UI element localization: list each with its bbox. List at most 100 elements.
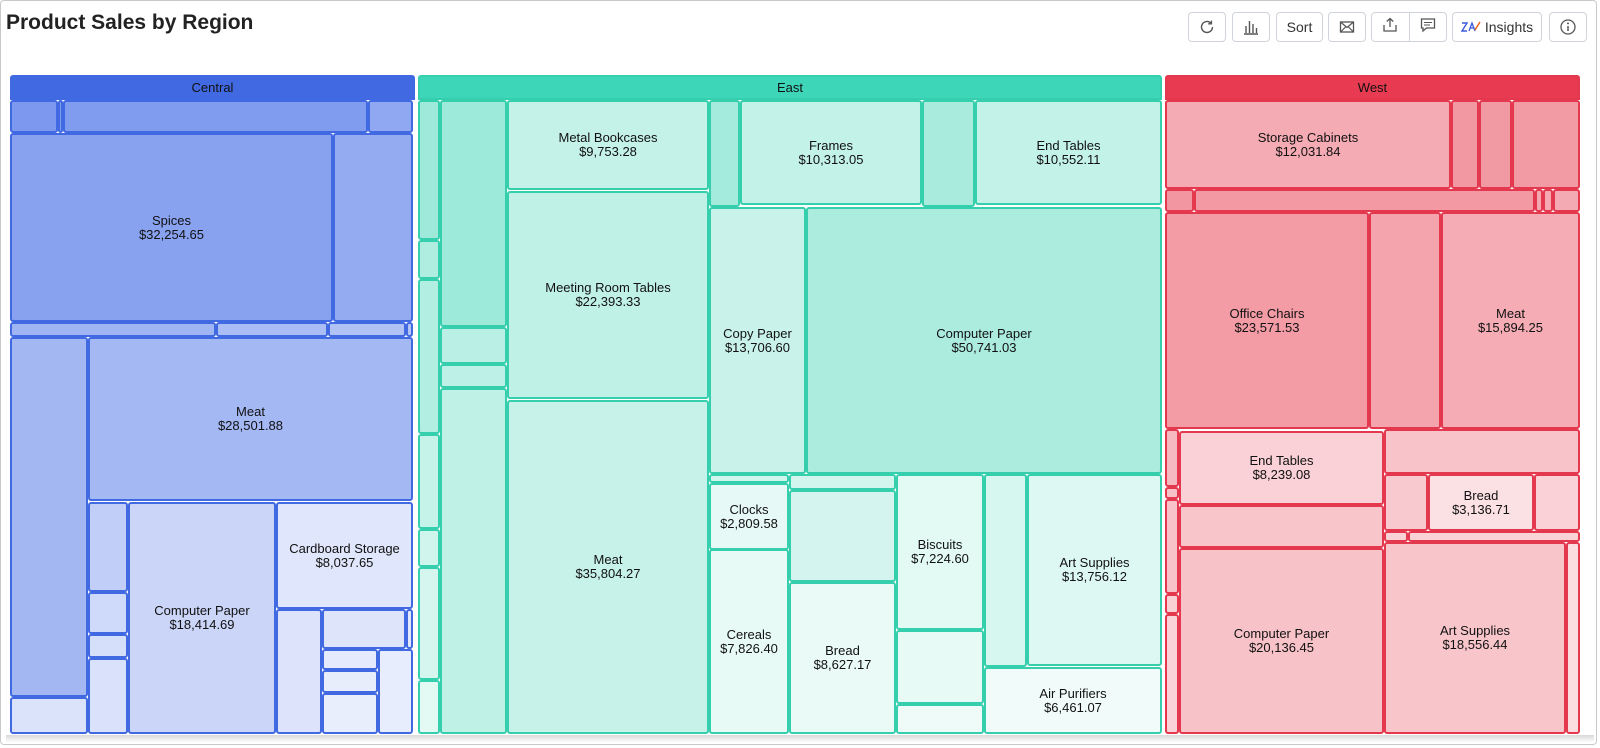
treemap-cell-east-frames[interactable]: Frames $10,313.05 [740,100,922,205]
treemap-cell-west-minor[interactable] [1408,531,1580,542]
treemap-cell-east-cereals[interactable]: Cereals $7,826.40 [709,549,789,734]
treemap-cell-west-minor[interactable] [1535,189,1543,212]
treemap-cell-east-minor[interactable] [896,630,984,704]
treemap-cell-central-minor[interactable] [63,100,368,133]
treemap-cell-east-art-supplies[interactable]: Art Supplies $13,756.12 [1027,474,1162,666]
treemap-cell-west-office-chairs[interactable]: Office Chairs $23,571.53 [1165,212,1369,429]
treemap-cell-central-minor[interactable] [322,609,406,649]
treemap-cell-east-minor[interactable] [440,388,507,734]
treemap-cell-west-art-supplies[interactable]: Art Supplies $18,556.44 [1384,542,1566,734]
treemap-cell-central-minor[interactable] [10,337,88,697]
treemap-cell-east-minor[interactable] [440,100,507,327]
treemap-cell-west-minor[interactable] [1553,189,1580,212]
treemap-cell-east-biscuits[interactable]: Biscuits $7,224.60 [896,474,984,630]
export-button[interactable] [1372,13,1409,41]
treemap-cell-east-copy-paper[interactable]: Copy Paper $13,706.60 [709,207,806,474]
treemap-cell-west-minor[interactable] [1165,429,1179,487]
treemap-cell-central-minor[interactable] [322,670,378,693]
treemap-cell-east-meat[interactable]: Meat $35,804.27 [507,400,709,734]
treemap-cell-central-minor[interactable] [10,322,216,337]
treemap-cell-central-minor[interactable] [368,100,413,133]
treemap-cell-central-computer-paper[interactable]: Computer Paper $18,414.69 [128,502,276,734]
treemap-cell-west-storage-cabinets[interactable]: Storage Cabinets $12,031.84 [1165,100,1451,189]
treemap-cell-east-minor[interactable] [440,364,507,388]
treemap-cell-west-minor[interactable] [1384,429,1580,474]
refresh-icon [1198,18,1216,36]
treemap-cell-east-minor[interactable] [418,567,440,680]
treemap-cell-central-minor[interactable] [276,609,322,734]
treemap-cell-east-minor[interactable] [418,100,440,240]
sort-button[interactable]: Sort [1276,12,1323,42]
treemap-cell-central-minor[interactable] [328,322,406,337]
treemap-cell-central-minor[interactable] [378,649,413,734]
insights-button[interactable]: Insights [1452,12,1542,42]
treemap-cell-west-minor[interactable] [1384,531,1408,542]
treemap-cell-central-minor[interactable] [322,649,378,670]
treemap-cell-east-minor[interactable] [709,100,740,207]
region-header-west[interactable]: West [1165,75,1580,100]
treemap-cell-east-minor[interactable] [984,474,1027,667]
info-button[interactable] [1549,12,1587,42]
treemap-cell-west-minor[interactable] [1534,474,1580,531]
region-header-east[interactable]: East [418,75,1162,100]
treemap-cell-east-minor[interactable] [418,529,440,567]
treemap-cell-west-minor[interactable] [1512,100,1580,189]
treemap-cell-central-minor[interactable] [406,322,413,337]
treemap-cell-central-meat[interactable]: Meat $28,501.88 [88,337,413,501]
treemap-cell-central-spices[interactable]: Spices $32,254.65 [10,133,333,322]
treemap-cell-west-minor[interactable] [1543,189,1553,212]
treemap-cell-east-minor[interactable] [896,704,984,734]
treemap-cell-east-end-tables[interactable]: End Tables $10,552.11 [975,100,1162,205]
treemap-cell-central-minor[interactable] [88,592,128,634]
treemap-cell-east-minor[interactable] [440,327,507,364]
treemap-cell-east-bread[interactable]: Bread $8,627.17 [789,582,896,734]
treemap-cell-central-minor[interactable] [88,634,128,658]
treemap-cell-west-minor[interactable] [1369,212,1441,429]
treemap-cell-west-bread[interactable]: Bread $3,136.71 [1428,474,1534,531]
treemap-cell-west-end-tables[interactable]: End Tables $8,239.08 [1179,431,1384,505]
treemap-cell-east-minor[interactable] [789,490,896,582]
treemap-cell-west-meat[interactable]: Meat $15,894.25 [1441,212,1580,429]
treemap-cell-west-minor[interactable] [1479,100,1512,189]
treemap-cell-west-minor[interactable] [1165,614,1179,734]
treemap-cell-east-minor[interactable] [418,680,440,734]
treemap-cell-east-minor[interactable] [789,474,896,490]
email-button[interactable] [1328,12,1366,42]
treemap-cell-east-minor[interactable] [709,474,789,483]
treemap-cell-east-minor[interactable] [418,279,440,434]
treemap-cell-west-minor[interactable] [1165,594,1179,614]
treemap-cell-central-minor[interactable] [88,502,128,592]
treemap-cell-west-minor[interactable] [1179,505,1384,548]
region-header-central[interactable]: Central [10,75,415,100]
treemap-cell-west-minor[interactable] [1194,189,1535,212]
treemap-cell-west-computer-paper[interactable]: Computer Paper $20,136.45 [1179,548,1384,734]
treemap-cell-west-minor[interactable] [1165,189,1194,212]
treemap-cell-central-minor[interactable] [10,697,88,734]
treemap-cell-east-minor[interactable] [922,100,975,207]
treemap-cell-central-minor[interactable] [216,322,328,337]
treemap-cell-east-computer-paper[interactable]: Computer Paper $50,741.03 [806,207,1162,474]
cell-label: Bread [1463,487,1499,503]
comment-button[interactable] [1408,13,1447,41]
treemap-cell-central-minor[interactable] [322,693,378,734]
treemap-cell-central-minor[interactable] [88,658,128,734]
treemap-cell-east-meeting-room-tables[interactable]: Meeting Room Tables $22,393.33 [507,191,709,399]
treemap-cell-west-minor[interactable] [1165,487,1179,499]
treemap-cell-central-minor[interactable] [10,100,58,133]
treemap-cell-west-minor[interactable] [1566,542,1580,734]
treemap-cell-west-minor[interactable] [1384,474,1428,531]
treemap-cell-west-minor[interactable] [1165,499,1179,594]
treemap-cell-central-minor[interactable] [406,609,413,649]
treemap-cell-west-minor[interactable] [1451,100,1479,189]
chart-type-button[interactable] [1232,12,1270,42]
treemap-cell-central-minor[interactable] [333,133,413,322]
treemap-cell-east-minor[interactable] [418,434,440,529]
treemap-cell-east-air-purifiers[interactable]: Air Purifiers $6,461.07 [984,667,1162,734]
treemap-cell-central-minor[interactable] [58,100,63,133]
treemap-cell-east-minor[interactable] [418,240,440,279]
treemap-cell-east-metal-bookcases[interactable]: Metal Bookcases $9,753.28 [507,100,709,190]
refresh-button[interactable] [1188,12,1226,42]
treemap-cell-east-clocks[interactable]: Clocks $2,809.58 [709,483,789,550]
info-icon [1559,18,1577,36]
treemap-cell-central-cardboard-storage[interactable]: Cardboard Storage $8,037.65 [276,502,413,609]
